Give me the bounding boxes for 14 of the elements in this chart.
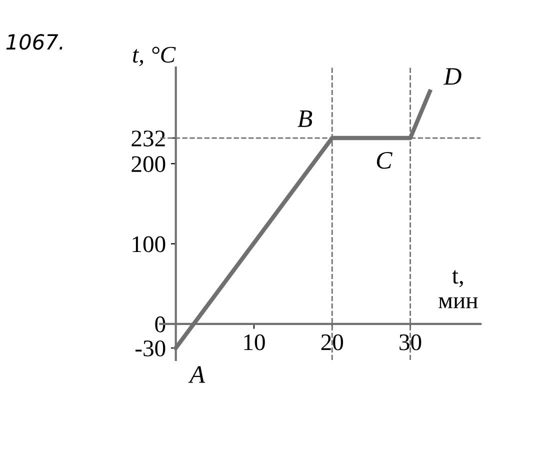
x-tick-label: 20 [321, 334, 344, 350]
y-tick-label: 200 [132, 156, 166, 172]
x-tick-label: 30 [400, 334, 422, 350]
annotation: D [443, 68, 462, 85]
y-tick-label: 100 [132, 236, 166, 252]
y-tick-label: 232 [132, 130, 165, 146]
x-tick-label: 10 [244, 334, 265, 350]
annotation: B [298, 110, 312, 127]
x-axis-title: t, мин [438, 270, 478, 308]
chart-title: 1067. [6, 34, 62, 50]
y-tick-label: -30 [136, 340, 166, 356]
annotation: A [188, 366, 206, 383]
annotation: C [376, 152, 392, 169]
y-axis-title: t, °C [133, 46, 176, 66]
